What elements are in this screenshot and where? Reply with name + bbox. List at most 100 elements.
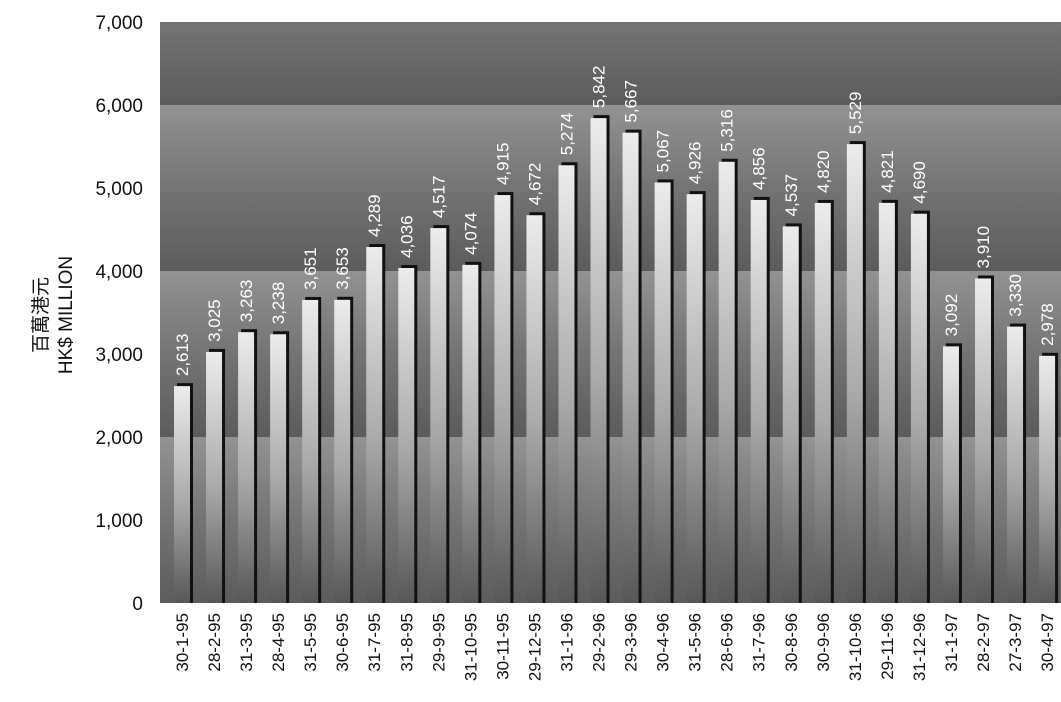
bar [206, 351, 223, 603]
y-tick-label: 6,000 [95, 96, 143, 117]
x-tick-label: 30-4-96 [654, 613, 673, 672]
x-tick-label: 29-9-95 [429, 613, 448, 672]
x-tick-label: 28-2-97 [974, 613, 993, 672]
bar [814, 202, 831, 603]
bar [174, 386, 190, 603]
y-tick-label: 3,000 [95, 345, 143, 366]
y-tick-label: 5,000 [95, 179, 143, 200]
x-tick-label: 29-12-95 [525, 613, 544, 681]
data-label: 3,238 [269, 282, 288, 325]
y-axis-title: 百萬港元 HK$ MILLION [30, 256, 77, 374]
data-label: 3,653 [333, 247, 352, 290]
y-tick-label: 2,000 [95, 428, 143, 449]
x-tick-label: 30-6-95 [333, 613, 352, 672]
x-tick-label: 28-4-95 [269, 613, 288, 672]
data-label: 3,330 [1006, 274, 1025, 317]
x-tick-label: 27-3-97 [1006, 613, 1025, 672]
bar [462, 264, 479, 603]
data-label: 4,856 [750, 147, 769, 190]
data-label: 4,537 [782, 174, 801, 217]
data-label: 3,092 [942, 294, 961, 337]
bars: 2,613 3,025 3,263 3,238 3,651 3,653 4,289 4,036… [173, 66, 1059, 604]
bar [334, 299, 351, 603]
bar [910, 213, 927, 604]
data-label: 3,263 [237, 280, 256, 323]
x-tick-label: 30-4-97 [1038, 613, 1057, 672]
data-label: 4,821 [878, 150, 897, 193]
y-axis-title-en: HK$ MILLION [56, 256, 77, 374]
bar [398, 268, 415, 603]
y-axis: 0 1,000 2,000 3,000 4,000 5,000 6,000 7,000 [95, 13, 143, 615]
x-tick-label: 31-10-96 [846, 613, 865, 681]
bar [302, 299, 319, 603]
x-tick-label: 30-1-95 [173, 613, 192, 672]
bar [975, 278, 991, 603]
x-tick-label: 31-1-97 [942, 613, 961, 672]
data-label: 4,926 [686, 142, 705, 185]
data-label: 4,289 [365, 194, 384, 237]
x-tick-label: 31-5-96 [686, 613, 705, 672]
x-tick-label: 31-5-95 [301, 613, 320, 672]
data-label: 4,036 [397, 215, 416, 258]
data-label: 3,651 [301, 247, 320, 290]
x-tick-label: 31-10-95 [461, 613, 480, 681]
x-tick-label: 29-2-96 [590, 613, 609, 672]
bar [526, 215, 543, 603]
data-label: 5,274 [557, 113, 576, 156]
background-band-shade [160, 22, 1061, 105]
x-tick-label: 31-8-95 [397, 613, 416, 672]
bar [558, 165, 575, 603]
x-axis: 30-1-95 28-2-95 31-3-95 28-4-95 31-5-95 30-6-… [173, 613, 1057, 681]
background-band-shade [160, 188, 1061, 271]
x-tick-label: 31-1-96 [557, 613, 576, 672]
data-label: 4,074 [461, 212, 480, 255]
y-tick-label: 7,000 [95, 13, 143, 34]
x-tick-label: 31-7-95 [365, 613, 384, 672]
data-label: 4,915 [493, 143, 512, 186]
data-label: 5,067 [654, 130, 673, 173]
bar [430, 228, 447, 604]
data-label: 2,978 [1038, 303, 1057, 346]
x-tick-label: 29-11-96 [878, 613, 897, 680]
bar [878, 202, 895, 603]
data-label: 5,842 [590, 66, 609, 109]
bar [590, 118, 607, 603]
bar [622, 132, 639, 604]
x-tick-label: 29-3-96 [622, 613, 641, 672]
x-tick-label: 31-3-95 [237, 613, 256, 672]
y-tick-label: 0 [132, 594, 143, 615]
data-label: 5,316 [718, 109, 737, 152]
background-band-shade [160, 105, 1061, 188]
bar [782, 226, 799, 603]
bar [1039, 355, 1056, 603]
x-tick-label: 30-9-96 [814, 613, 833, 672]
y-tick-label: 1,000 [95, 511, 143, 532]
bar [942, 346, 959, 603]
data-label: 4,672 [525, 163, 544, 206]
bar [270, 334, 287, 603]
bar [686, 194, 703, 603]
data-label: 5,529 [846, 92, 865, 135]
x-tick-label: 28-6-96 [718, 613, 737, 672]
bar [718, 161, 735, 603]
data-label: 2,613 [173, 334, 192, 377]
x-tick-label: 28-2-95 [205, 613, 224, 672]
data-label: 4,690 [910, 161, 929, 204]
bar [238, 332, 255, 603]
data-label: 3,910 [974, 226, 993, 269]
bar [1007, 326, 1024, 603]
bar [846, 144, 863, 603]
y-tick-label: 4,000 [95, 262, 143, 283]
x-tick-label: 30-11-95 [493, 613, 512, 680]
data-label: 4,820 [814, 150, 833, 193]
data-label: 5,667 [622, 80, 641, 123]
x-tick-label: 30-8-96 [782, 613, 801, 672]
data-label: 4,517 [429, 176, 448, 219]
x-tick-label: 31-12-96 [910, 613, 929, 681]
x-tick-label: 31-7-96 [750, 613, 769, 672]
bar [654, 182, 671, 603]
bar [366, 247, 383, 603]
data-label: 3,025 [205, 299, 224, 342]
bar [750, 199, 767, 603]
